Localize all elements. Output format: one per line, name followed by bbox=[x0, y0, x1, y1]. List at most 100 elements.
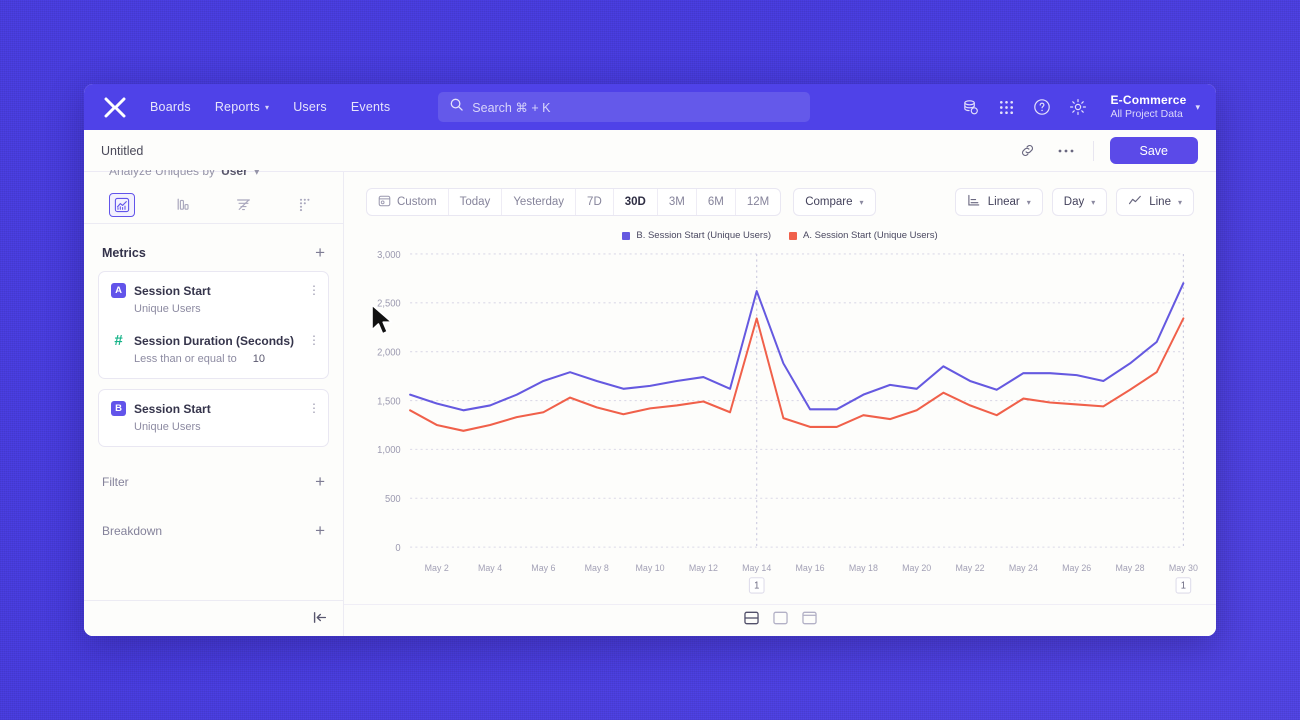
breakdown-section[interactable]: Breakdown + bbox=[84, 506, 343, 555]
range-6m-label: 6M bbox=[707, 196, 724, 208]
document-header: Untitled Save bbox=[84, 130, 1216, 172]
range-yesterday-label: Yesterday bbox=[513, 196, 565, 208]
chevron-down-icon: ▾ bbox=[264, 102, 270, 112]
project-selector[interactable]: E-Commerce All Project Data ▾ bbox=[1110, 93, 1200, 121]
save-button[interactable]: Save bbox=[1109, 137, 1198, 164]
nav-item-events[interactable]: Events bbox=[351, 100, 390, 114]
y-axis-tick-label: 1,500 bbox=[377, 396, 401, 407]
nav-item-users[interactable]: Users bbox=[293, 100, 327, 114]
range-6m[interactable]: 6M bbox=[697, 189, 736, 215]
legend-label-b: B. Session Start (Unique Users) bbox=[636, 230, 771, 241]
app-window: Boards Reports ▾ Users Events Search ⌘ +… bbox=[84, 84, 1216, 636]
date-range-segment: Custom Today Yesterday 7D 30D 3M 6M 12M bbox=[366, 188, 782, 216]
search-placeholder: Search ⌘ + K bbox=[472, 100, 551, 115]
range-today[interactable]: Today bbox=[449, 189, 503, 215]
metric-item-b[interactable]: B Session Start ⋮ bbox=[99, 392, 328, 418]
metric-group: A Session Start ⋮ Unique Users # Session… bbox=[98, 271, 329, 379]
range-3m[interactable]: 3M bbox=[658, 189, 697, 215]
charttype-dropdown[interactable]: Line ▾ bbox=[1116, 188, 1194, 216]
chart-area[interactable]: 0 500 1,000 1,500 2,000 2,500 3,000 May 2 May 4 M… bbox=[344, 241, 1216, 604]
range-30d-label: 30D bbox=[624, 196, 646, 208]
chart-annotation-label: 1 bbox=[1181, 581, 1186, 592]
layout-single-icon[interactable] bbox=[772, 611, 788, 630]
chart-series-line-b[interactable] bbox=[409, 282, 1185, 412]
add-metric-button[interactable]: + bbox=[315, 243, 325, 262]
x-logo-icon[interactable] bbox=[102, 95, 128, 119]
range-7d[interactable]: 7D bbox=[576, 189, 614, 215]
metric-sublabel-duration: Less than or equal to bbox=[134, 353, 237, 365]
add-filter-button[interactable]: + bbox=[315, 472, 325, 491]
range-today-label: Today bbox=[459, 196, 491, 208]
funnel-icon bbox=[231, 193, 257, 217]
x-axis-tick-label: May 8 bbox=[585, 563, 609, 573]
metric-sublabel-a: Unique Users bbox=[134, 303, 201, 315]
line-chart-svg[interactable]: 0 500 1,000 1,500 2,000 2,500 3,000 May 2 May 4 M… bbox=[362, 243, 1198, 604]
filter-section[interactable]: Filter + bbox=[84, 457, 343, 506]
search-input[interactable]: Search ⌘ + K bbox=[438, 92, 811, 122]
range-12m-label: 12M bbox=[746, 196, 770, 208]
more-horizontal-icon[interactable] bbox=[1055, 141, 1077, 161]
metric-subtext-b: Unique Users bbox=[99, 418, 328, 442]
nav-item-reports[interactable]: Reports ▾ bbox=[215, 100, 269, 114]
chevron-down-icon: ▾ bbox=[859, 197, 864, 207]
y-axis-tick-label: 2,500 bbox=[377, 298, 401, 309]
metric-item-a[interactable]: A Session Start ⋮ bbox=[99, 274, 328, 300]
legend-item-a[interactable]: A. Session Start (Unique Users) bbox=[789, 230, 938, 241]
legend-item-b[interactable]: B. Session Start (Unique Users) bbox=[622, 230, 771, 241]
metric-options-icon[interactable]: ⋮ bbox=[308, 332, 320, 347]
metric-options-icon[interactable]: ⋮ bbox=[308, 400, 320, 415]
compare-dropdown[interactable]: Compare ▾ bbox=[793, 188, 876, 216]
scale-dropdown[interactable]: Linear ▾ bbox=[954, 188, 1043, 216]
metric-item-duration[interactable]: # Session Duration (Seconds) ⋮ bbox=[99, 324, 328, 350]
range-yesterday[interactable]: Yesterday bbox=[502, 189, 577, 215]
sidebar-footer bbox=[84, 600, 343, 636]
sidebar-tabs bbox=[84, 186, 343, 224]
x-axis-tick-label: May 18 bbox=[849, 563, 878, 573]
link-icon[interactable] bbox=[1017, 141, 1039, 161]
metric-name-a: Session Start bbox=[134, 283, 211, 298]
range-30d[interactable]: 30D bbox=[614, 189, 658, 215]
layout-card-icon[interactable] bbox=[801, 611, 817, 630]
chart-series-line-a[interactable] bbox=[409, 317, 1185, 432]
x-axis-tick-label: May 10 bbox=[636, 563, 665, 573]
metric-badge-a: A bbox=[111, 283, 126, 298]
y-axis-tick-label: 2,000 bbox=[377, 347, 401, 358]
add-breakdown-button[interactable]: + bbox=[315, 521, 325, 540]
metric-name-duration: Session Duration (Seconds) bbox=[134, 333, 295, 348]
top-navigation-bar: Boards Reports ▾ Users Events Search ⌘ +… bbox=[84, 84, 1216, 130]
layout-split-icon[interactable] bbox=[743, 611, 759, 630]
metric-subvalue-duration[interactable]: 10 bbox=[252, 353, 265, 365]
x-axis-tick-label: May 14 bbox=[742, 563, 771, 573]
y-axis-tick-label: 500 bbox=[385, 494, 401, 505]
main-nav-links: Boards Reports ▾ Users Events bbox=[150, 100, 390, 114]
database-icon[interactable] bbox=[960, 97, 980, 117]
chevron-down-icon: ▾ bbox=[1026, 197, 1031, 207]
tab-bar-chart[interactable] bbox=[153, 186, 214, 223]
range-12m[interactable]: 12M bbox=[736, 189, 780, 215]
tab-line-chart[interactable] bbox=[92, 186, 153, 223]
gear-icon[interactable] bbox=[1068, 97, 1088, 117]
nav-item-events-label: Events bbox=[350, 100, 391, 114]
range-custom[interactable]: Custom bbox=[367, 189, 449, 215]
metric-options-icon[interactable]: ⋮ bbox=[308, 282, 320, 297]
chart-legend: B. Session Start (Unique Users) A. Sessi… bbox=[344, 230, 1216, 241]
tab-funnel[interactable] bbox=[214, 186, 275, 223]
metric-group: B Session Start ⋮ Unique Users bbox=[98, 389, 329, 447]
metric-name-b: Session Start bbox=[134, 401, 211, 416]
range-3m-label: 3M bbox=[668, 196, 685, 208]
range-7d-label: 7D bbox=[587, 196, 602, 208]
legend-swatch-a bbox=[789, 231, 797, 240]
x-axis-tick-label: May 4 bbox=[478, 563, 502, 573]
y-axis-tick-label: 1,000 bbox=[377, 445, 401, 456]
scale-label: Linear bbox=[987, 196, 1020, 208]
tab-retention[interactable] bbox=[274, 186, 335, 223]
nav-item-boards[interactable]: Boards bbox=[150, 100, 191, 114]
breakdown-label: Breakdown bbox=[102, 523, 163, 538]
grid-apps-icon[interactable] bbox=[996, 97, 1016, 117]
page-title[interactable]: Untitled bbox=[101, 143, 144, 158]
granularity-dropdown[interactable]: Day ▾ bbox=[1051, 188, 1108, 216]
metric-sublabel-b: Unique Users bbox=[134, 421, 201, 433]
collapse-sidebar-icon[interactable] bbox=[313, 611, 327, 627]
bottom-layout-bar bbox=[344, 604, 1216, 636]
help-circle-icon[interactable] bbox=[1032, 97, 1052, 117]
